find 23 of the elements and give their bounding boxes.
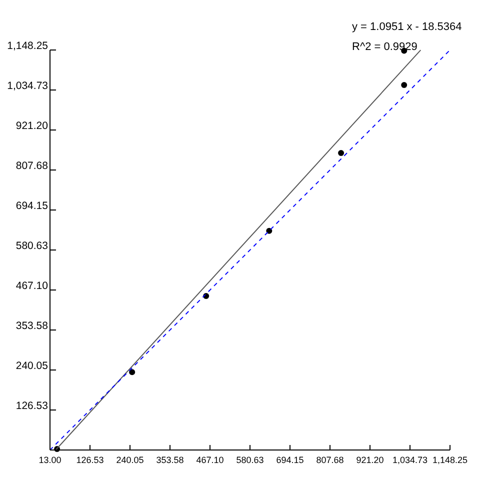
y-tick-label: 467.10 <box>16 280 48 292</box>
x-tick-label: 1,034.73 <box>392 455 428 465</box>
y-tick-label: 126.53 <box>16 400 48 412</box>
x-tick-label: 353.58 <box>156 455 184 465</box>
y-tick-label: 921.20 <box>16 120 48 132</box>
x-tick-label: 126.53 <box>76 455 104 465</box>
y-tick-label: 240.05 <box>16 360 48 372</box>
x-tick-label: 467.10 <box>196 455 224 465</box>
y-tick-label: 353.58 <box>16 320 48 332</box>
annotation: R^2 = 0.9929 <box>352 41 418 53</box>
text: y = 1.0951 x - 18.5364 <box>352 21 462 33</box>
x-tick-label: 921.20 <box>356 455 384 465</box>
x-tick-label: 694.15 <box>276 455 304 465</box>
y-tick-label: 580.63 <box>16 240 48 252</box>
y-tick-label: 807.68 <box>16 160 48 172</box>
x-tick-label: 13.00 <box>38 455 62 465</box>
x-tick-label: 1,148.25 <box>432 455 468 465</box>
y-tick-label: 1,148.25 <box>7 40 48 52</box>
x-tick-label: 807.68 <box>316 455 344 465</box>
y-tick-label: 1,034.73 <box>7 80 48 92</box>
x-tick-label: 240.05 <box>116 455 144 465</box>
x-tick-label: 580.63 <box>236 455 264 465</box>
y-tick-label: 694.15 <box>16 200 48 212</box>
